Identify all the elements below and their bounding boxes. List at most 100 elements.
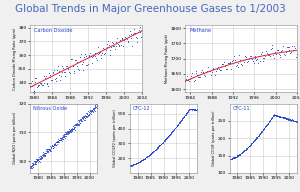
Point <box>195 108 200 111</box>
Point <box>230 157 235 160</box>
Point <box>238 58 243 61</box>
Point <box>177 121 182 124</box>
Point <box>259 131 264 134</box>
Point <box>170 130 175 133</box>
Point <box>257 133 262 136</box>
Point <box>227 60 232 63</box>
Point <box>190 107 195 110</box>
Point <box>254 58 259 61</box>
Point <box>155 146 160 149</box>
Point <box>132 162 136 166</box>
Point <box>182 114 187 117</box>
Point <box>242 149 247 152</box>
Point <box>179 118 184 121</box>
Point <box>121 45 125 48</box>
Point <box>242 149 247 152</box>
Point <box>255 57 260 60</box>
Point <box>55 140 59 143</box>
Point <box>225 62 230 65</box>
Point <box>229 157 234 161</box>
Point <box>164 137 168 140</box>
Point <box>250 140 255 143</box>
Point <box>249 142 254 146</box>
Point <box>278 115 283 118</box>
Point <box>92 108 97 111</box>
Point <box>158 143 163 146</box>
Point <box>164 137 169 140</box>
Point <box>78 122 83 125</box>
Point <box>37 157 41 160</box>
Point <box>35 159 40 162</box>
Point <box>190 72 194 75</box>
Point <box>92 51 97 54</box>
Point <box>76 123 80 126</box>
Point <box>261 127 266 130</box>
Point <box>267 55 272 58</box>
Point <box>294 119 298 122</box>
Point <box>236 153 241 156</box>
Point <box>222 60 226 64</box>
Point <box>57 141 62 144</box>
Point <box>283 53 287 56</box>
Point <box>230 157 234 160</box>
Point <box>152 149 157 152</box>
Point <box>80 63 84 66</box>
Point <box>129 163 134 166</box>
Point <box>84 114 89 117</box>
Point <box>188 107 192 110</box>
Point <box>242 150 246 153</box>
Point <box>44 150 49 153</box>
Point <box>146 155 150 158</box>
Point <box>257 133 262 136</box>
Point <box>153 148 158 151</box>
Point <box>58 138 62 141</box>
Point <box>28 164 33 167</box>
Point <box>69 129 74 132</box>
Point <box>148 152 153 155</box>
Point <box>88 111 93 114</box>
Point <box>54 141 58 144</box>
Point <box>194 108 199 111</box>
Point <box>206 65 211 68</box>
Point <box>190 108 195 111</box>
Point <box>256 135 260 138</box>
Point <box>48 149 53 152</box>
Point <box>280 116 284 119</box>
Point <box>160 141 164 144</box>
Point <box>228 157 233 160</box>
Point <box>181 115 186 118</box>
Point <box>255 135 260 138</box>
Point <box>294 52 299 55</box>
Point <box>52 69 56 72</box>
Point <box>190 108 195 111</box>
Point <box>188 108 193 111</box>
Point <box>254 136 259 139</box>
Point <box>52 144 56 147</box>
Point <box>250 60 255 63</box>
Point <box>92 107 96 110</box>
Point <box>285 46 290 49</box>
Point <box>47 145 52 148</box>
Point <box>118 43 123 46</box>
Point <box>91 107 96 110</box>
Point <box>34 77 38 80</box>
Point <box>69 130 74 133</box>
Y-axis label: Global N2O (parts per billion): Global N2O (parts per billion) <box>13 112 17 164</box>
Point <box>115 36 119 40</box>
Point <box>85 116 90 119</box>
Point <box>135 161 140 164</box>
Point <box>254 136 259 139</box>
Point <box>156 144 161 147</box>
Point <box>271 114 275 117</box>
Point <box>241 59 245 62</box>
Point <box>185 109 190 112</box>
Point <box>31 162 36 166</box>
Point <box>256 134 261 137</box>
Point <box>191 108 196 111</box>
Point <box>75 122 80 125</box>
Point <box>172 127 177 130</box>
Point <box>288 118 293 121</box>
Point <box>275 114 280 118</box>
Point <box>69 129 74 132</box>
Point <box>136 161 140 164</box>
